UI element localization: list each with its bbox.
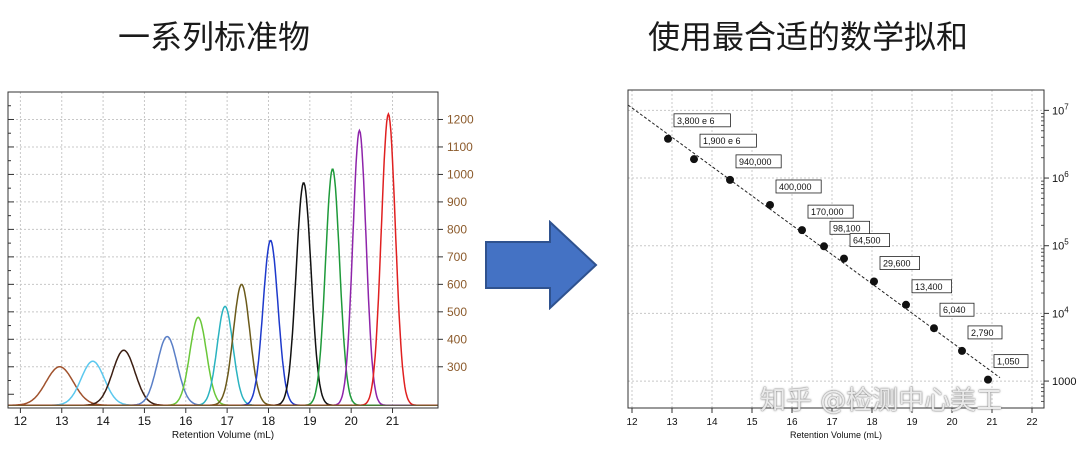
data-label-box: [993, 354, 1029, 369]
data-label-5: 170,000: [807, 204, 854, 219]
data-label-text: 2,790: [971, 328, 994, 338]
x-axis-tick-label: 12: [14, 414, 28, 428]
data-point-4: [766, 200, 774, 209]
data-label-text: 64,500: [853, 236, 881, 246]
data-label-6: 98,100: [829, 220, 870, 235]
x-axis-tick-label: 21: [386, 414, 400, 428]
data-point-1: [664, 134, 672, 143]
x-axis-label: Retention Volume (mL): [790, 430, 882, 440]
right-axis-tick-label: 107: [1052, 102, 1069, 117]
data-label-text: 940,000: [739, 157, 772, 167]
x-axis-tick-label: 14: [706, 417, 718, 428]
data-label-8: 29,600: [879, 256, 920, 270]
right-axis-tick-label: 1000: [447, 167, 474, 181]
data-label-text: 400,000: [779, 182, 812, 192]
data-label-9: 13,400: [911, 279, 952, 294]
data-label-text: 6,040: [943, 305, 966, 315]
plot-frame: [7, 91, 439, 409]
x-axis-tick-label: 19: [906, 417, 918, 428]
data-label-box: [699, 133, 757, 148]
data-label-box: [673, 113, 731, 128]
data-label-text: 13,400: [915, 282, 943, 292]
left-heading: 一系列标准物: [118, 18, 311, 56]
calibration-svg: 3,800 e 6 1,900 e 6 940,000 400,000 170,000 9…: [626, 89, 1076, 440]
data-label-7: 64,500: [849, 233, 890, 248]
right-axis-tick-label: 1200: [447, 112, 474, 126]
x-axis-tick-label: 20: [344, 414, 358, 428]
right-axis-tick-label: 600: [447, 277, 467, 291]
data-label-text: 1,900 e 6: [703, 136, 741, 146]
x-axis-tick-label: 17: [220, 414, 234, 428]
x-axis-tick-label: 18: [866, 417, 878, 428]
data-point-5: [798, 226, 806, 235]
x-axis-tick-label: 16: [786, 417, 798, 428]
data-label-box: [735, 154, 782, 169]
chromatogram-chart: 300 400 500 600 700 800 900 1000 1100 1200 12 13 14 1…: [0, 86, 475, 445]
right-axis-tick-label: 500: [447, 305, 467, 319]
data-label-2: 1,900 e 6: [699, 133, 757, 148]
right-axis-tick-label: 106: [1052, 170, 1069, 185]
data-label-box: [849, 233, 890, 248]
right-heading: 使用最合适的数学拟和: [648, 18, 969, 56]
data-label-11: 2,790: [967, 325, 1003, 340]
right-axis-tick-label: 104: [1052, 305, 1069, 320]
chromatogram-svg: 300 400 500 600 700 800 900 1000 1100 1200 12 13 14 1…: [7, 91, 474, 441]
x-axis-tick-label: 15: [746, 417, 758, 428]
right-axis-tick-label: 1000: [1052, 376, 1076, 388]
data-label-text: 1,050: [997, 357, 1020, 367]
data-label-box: [967, 325, 1003, 340]
x-axis-tick-label: 18: [262, 414, 276, 428]
x-axis-tick-label: 14: [96, 414, 110, 428]
watermark: 知乎 @检测中心美工: [760, 386, 1003, 416]
right-axis-tick-label: 105: [1052, 238, 1069, 253]
right-arrow-icon: [485, 220, 598, 310]
plot-area: [628, 90, 1044, 408]
x-axis-label: Retention Volume (mL): [172, 430, 274, 441]
data-label-12: 1,050: [993, 354, 1029, 369]
data-label-4: 400,000: [775, 179, 822, 194]
data-point-12: [984, 375, 992, 384]
right-axis-tick-label: 900: [447, 195, 467, 209]
x-axis-tick-label: 12: [626, 417, 638, 428]
x-axis-tick-label: 17: [826, 417, 838, 428]
x-axis-tick-label: 13: [55, 414, 69, 428]
calibration-chart: 3,800 e 6 1,900 e 6 940,000 400,000 170,000 9…: [618, 86, 1080, 445]
data-point-11: [958, 346, 966, 355]
data-label-box: [911, 279, 952, 294]
x-axis-tick-label: 22: [1026, 417, 1038, 428]
x-axis-tick-label: 20: [946, 417, 958, 428]
x-axis-tick-label: 15: [138, 414, 152, 428]
fit-line: [628, 104, 1001, 379]
data-label-text: 98,100: [833, 223, 861, 233]
x-axis-tick-label: 16: [179, 414, 193, 428]
x-axis-tick-label: 13: [666, 417, 678, 428]
data-label-10: 6,040: [939, 302, 975, 317]
data-label-text: 170,000: [811, 207, 844, 217]
data-point-7: [840, 254, 848, 263]
right-axis-tick-label: 400: [447, 332, 467, 346]
right-axis-tick-label: 800: [447, 222, 467, 236]
data-point-3: [726, 175, 734, 184]
data-point-2: [690, 155, 698, 164]
x-axis-tick-label: 19: [303, 414, 317, 428]
data-label-1: 3,800 e 6: [673, 113, 731, 128]
right-axis-tick-label: 1100: [447, 140, 473, 154]
plot-area: [8, 92, 438, 408]
data-label-box: [775, 179, 822, 194]
data-label-text: 3,800 e 6: [677, 116, 715, 126]
x-axis-tick-label: 21: [986, 417, 998, 428]
plot-frame: [627, 89, 1045, 409]
data-label-text: 29,600: [883, 259, 911, 269]
data-point-10: [930, 324, 938, 333]
data-label-3: 940,000: [735, 154, 782, 169]
arrow-shape: [485, 220, 598, 310]
right-axis-tick-label: 700: [447, 250, 467, 264]
right-axis-tick-label: 300: [447, 360, 467, 374]
data-label-box: [939, 302, 975, 317]
data-label-box: [807, 204, 854, 219]
data-point-9: [902, 300, 910, 309]
data-point-8: [870, 277, 878, 286]
data-label-box: [879, 256, 920, 270]
data-point-6: [820, 242, 828, 251]
